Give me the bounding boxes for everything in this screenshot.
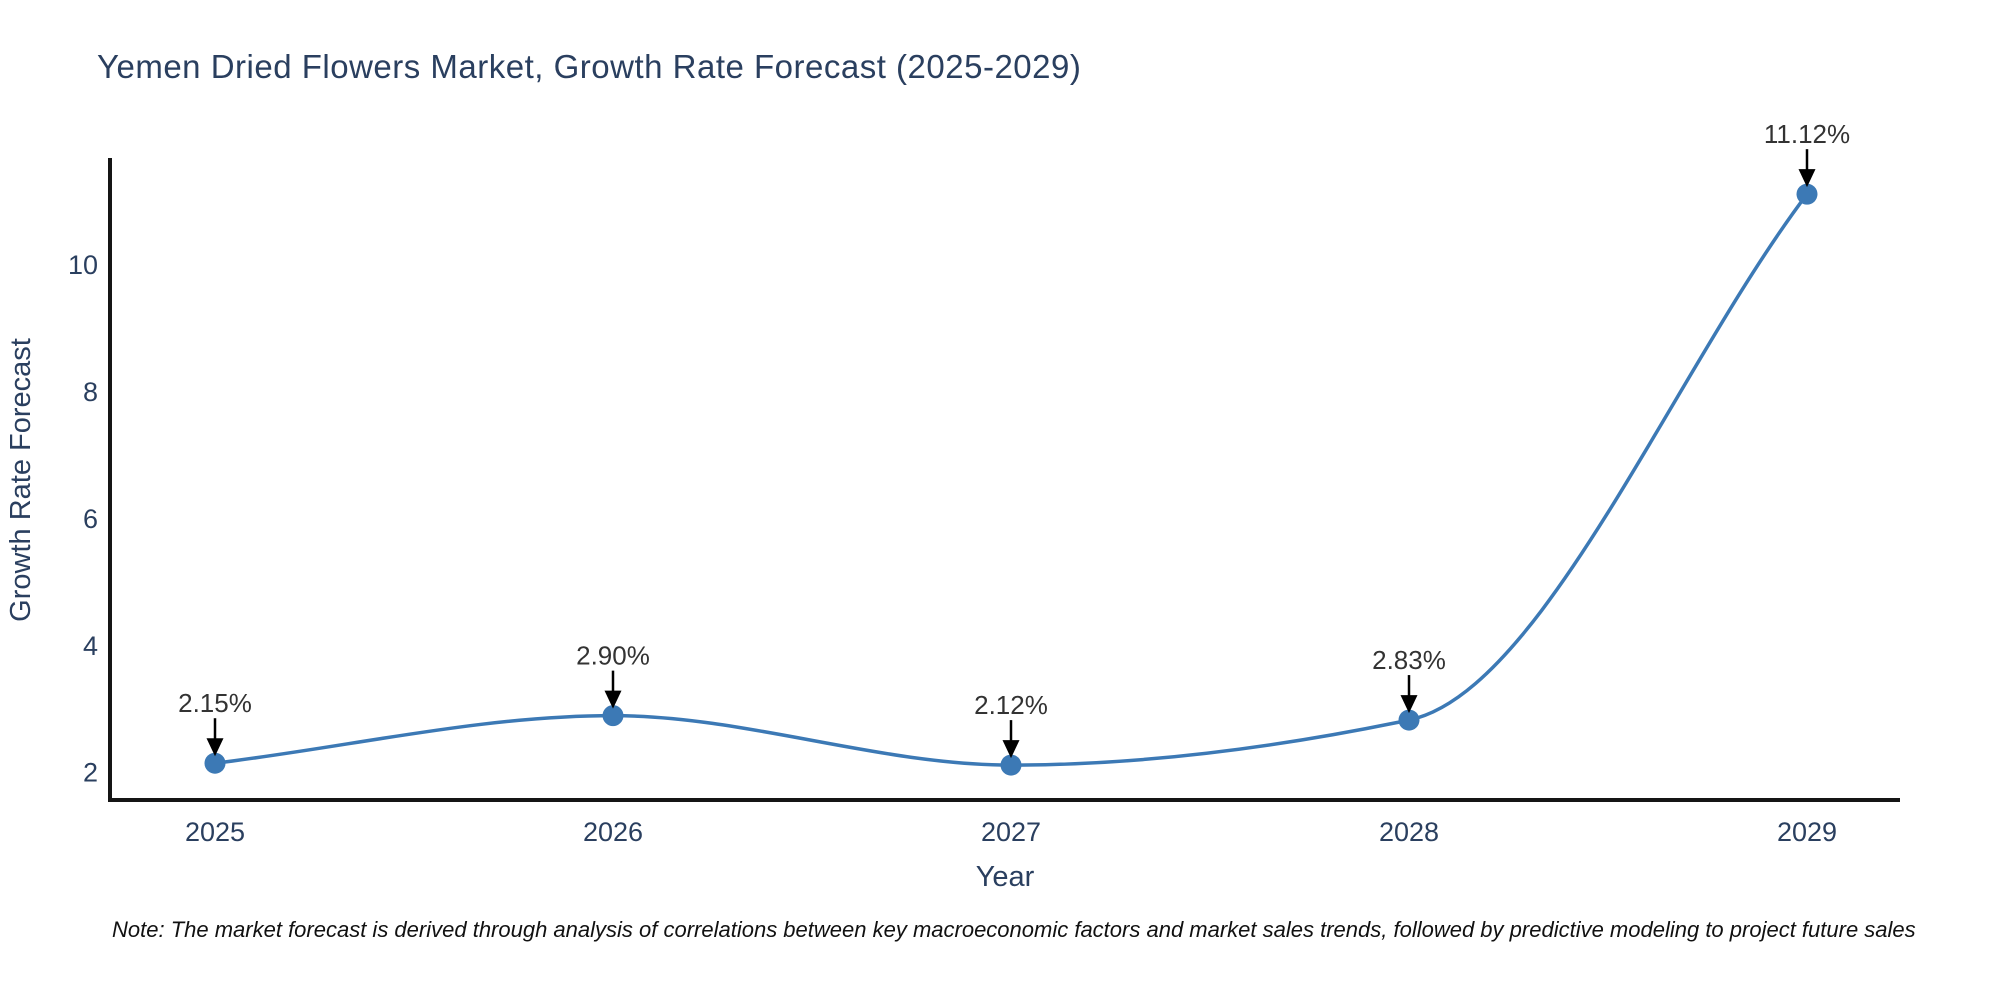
data-point-marker bbox=[1000, 754, 1022, 776]
annotation-label: 2.83% bbox=[1372, 645, 1446, 675]
y-tick-label: 8 bbox=[83, 377, 98, 407]
y-tick-label: 4 bbox=[83, 631, 98, 661]
data-point-markers bbox=[204, 183, 1818, 776]
data-point-marker bbox=[602, 705, 624, 727]
annotation-arrowhead bbox=[1400, 695, 1418, 714]
annotation-arrowhead bbox=[206, 738, 224, 757]
x-tick-label: 2026 bbox=[583, 817, 643, 847]
y-tick-label: 10 bbox=[68, 250, 98, 280]
y-tick-label: 2 bbox=[83, 758, 98, 788]
x-tick-label: 2025 bbox=[185, 817, 245, 847]
annotation-label: 11.12% bbox=[1764, 119, 1850, 149]
series-line bbox=[213, 192, 1809, 767]
data-point-marker bbox=[204, 752, 226, 774]
annotation-arrowhead bbox=[604, 690, 622, 709]
x-tick-label: 2027 bbox=[981, 817, 1041, 847]
y-tick-labels: 2 4 6 8 10 bbox=[68, 250, 98, 788]
annotation-arrowhead bbox=[1798, 169, 1816, 188]
chart-title: Yemen Dried Flowers Market, Growth Rate … bbox=[97, 48, 1082, 85]
y-axis-title: Growth Rate Forecast bbox=[5, 338, 37, 622]
x-tick-label: 2028 bbox=[1379, 817, 1439, 847]
data-point-marker bbox=[1398, 709, 1420, 731]
annotation-label: 2.90% bbox=[576, 641, 650, 671]
data-point-marker bbox=[1796, 183, 1818, 205]
x-tick-labels: 2025 2026 2027 2028 2029 bbox=[185, 817, 1837, 847]
footnote: Note: The market forecast is derived thr… bbox=[112, 917, 1916, 942]
annotation-label: 2.12% bbox=[974, 690, 1048, 720]
annotation-arrowhead bbox=[1002, 740, 1020, 759]
annotation-label: 2.15% bbox=[178, 688, 252, 718]
point-annotations: 2.15% 2.90% 2.12% 2.83% 11.12% bbox=[178, 119, 1850, 759]
x-axis-title: Year bbox=[976, 861, 1035, 893]
x-tick-label: 2029 bbox=[1777, 817, 1837, 847]
y-tick-label: 6 bbox=[83, 504, 98, 534]
